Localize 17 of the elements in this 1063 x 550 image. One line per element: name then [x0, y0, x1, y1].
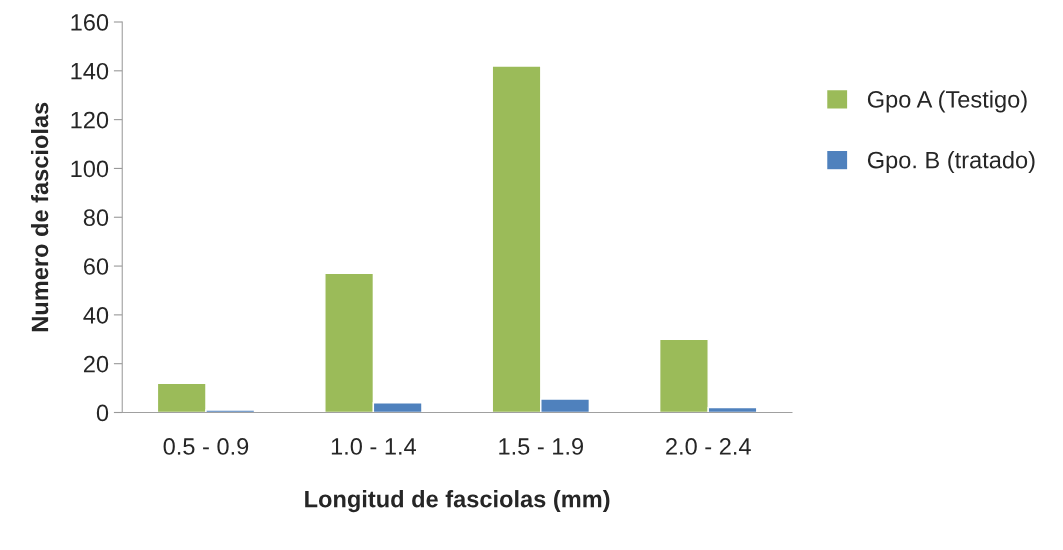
x-tick-label: 0.5 - 0.9 — [163, 438, 249, 455]
y-tick-label: 140 — [71, 62, 109, 80]
y-tick-label: 20 — [83, 355, 109, 373]
y-tick-label: 60 — [83, 258, 109, 275]
x-tick-label: 1.5 - 1.9 — [499, 438, 583, 455]
y-axis-title: Numero de fasciolas — [30, 102, 49, 332]
legend-label: Gpo A (Testigo) — [867, 90, 1027, 113]
x-tick-label: 1.0 - 1.4 — [331, 438, 417, 455]
y-tick-label: 120 — [71, 111, 109, 129]
y-tick-label: 160 — [71, 14, 109, 31]
y-tick-label: 100 — [71, 160, 109, 178]
y-tick-label: 40 — [83, 306, 109, 324]
x-tick-label: 2.0 - 2.4 — [666, 438, 751, 455]
y-tick-label: 80 — [83, 209, 109, 227]
legend-label: Gpo. B (tratado) — [867, 151, 1035, 174]
y-tick-label: 0 — [96, 404, 109, 422]
x-axis-title: Longitud de fasciolas (mm) — [305, 490, 610, 513]
